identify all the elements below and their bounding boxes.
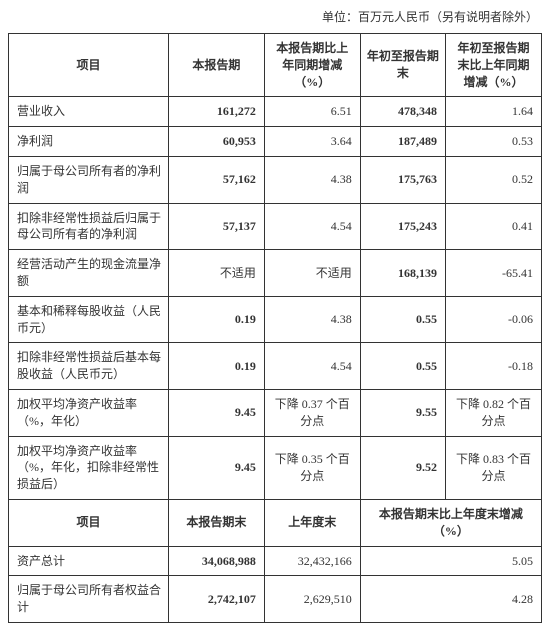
cell-v3: 168,139	[360, 250, 445, 297]
cell-v2: 3.64	[264, 127, 360, 157]
hdr2-item: 项目	[9, 499, 169, 546]
hdr2-year-end: 上年度末	[264, 499, 360, 546]
data-row: 归属于母公司所有者权益合计2,742,1072,629,5104.28	[9, 576, 542, 623]
cell-v2: 6.51	[264, 97, 360, 127]
cell-v1: 9.45	[168, 389, 264, 436]
cell-v1: 34,068,988	[168, 546, 264, 576]
cell-v1: 161,272	[168, 97, 264, 127]
cell-v1: 9.45	[168, 436, 264, 499]
cell-v4: -0.18	[446, 343, 542, 390]
cell-v3: 187,489	[360, 127, 445, 157]
cell-v3: 478,348	[360, 97, 445, 127]
cell-v4: 1.64	[446, 97, 542, 127]
data-row: 加权平均净资产收益率（%，年化，扣除非经常性损益后）9.45下降 0.35 个百…	[9, 436, 542, 499]
hdr2-period-end: 本报告期末	[168, 499, 264, 546]
header-row-1: 项目本报告期本报告期比上年同期增减（%）年初至报告期末年初至报告期末比上年同期增…	[9, 34, 542, 97]
data-row: 基本和稀释每股收益（人民币元）0.194.380.55-0.06	[9, 296, 542, 343]
hdr-this-period: 本报告期	[168, 34, 264, 97]
data-row: 资产总计34,068,98832,432,1665.05	[9, 546, 542, 576]
cell-v2: 不适用	[264, 250, 360, 297]
cell-v2: 4.38	[264, 156, 360, 203]
data-row: 归属于母公司所有者的净利润57,1624.38175,7630.52	[9, 156, 542, 203]
hdr2-end-change: 本报告期末比上年度末增减（%）	[360, 499, 541, 546]
cell-v3: 175,243	[360, 203, 445, 250]
cell-v2: 32,432,166	[264, 546, 360, 576]
cell-v1: 2,742,107	[168, 576, 264, 623]
row-label: 资产总计	[9, 546, 169, 576]
row-label: 归属于母公司所有者的净利润	[9, 156, 169, 203]
cell-v4: 下降 0.83 个百分点	[446, 436, 542, 499]
cell-v1: 0.19	[168, 296, 264, 343]
cell-v4: -0.06	[446, 296, 542, 343]
cell-v2: 2,629,510	[264, 576, 360, 623]
cell-v1: 不适用	[168, 250, 264, 297]
cell-v4: -65.41	[446, 250, 542, 297]
data-row: 净利润60,9533.64187,4890.53	[9, 127, 542, 157]
data-row: 扣除非经常性损益后归属于母公司所有者的净利润57,1374.54175,2430…	[9, 203, 542, 250]
hdr-period-change: 本报告期比上年同期增减（%）	[264, 34, 360, 97]
cell-v3: 9.52	[360, 436, 445, 499]
cell-v4: 下降 0.82 个百分点	[446, 389, 542, 436]
cell-v3: 0.55	[360, 343, 445, 390]
cell-v2: 下降 0.37 个百分点	[264, 389, 360, 436]
data-row: 加权平均净资产收益率（%，年化）9.45下降 0.37 个百分点9.55下降 0…	[9, 389, 542, 436]
cell-v1: 60,953	[168, 127, 264, 157]
cell-v4: 0.41	[446, 203, 542, 250]
cell-v1: 0.19	[168, 343, 264, 390]
unit-label: 单位：百万元人民币（另有说明者除外）	[8, 8, 542, 25]
cell-v2: 下降 0.35 个百分点	[264, 436, 360, 499]
hdr-item: 项目	[9, 34, 169, 97]
cell-v4: 0.52	[446, 156, 542, 203]
hdr-ytd-change: 年初至报告期末比上年同期增减（%）	[446, 34, 542, 97]
financial-table: 项目本报告期本报告期比上年同期增减（%）年初至报告期末年初至报告期末比上年同期增…	[8, 33, 542, 623]
cell-v3: 175,763	[360, 156, 445, 203]
row-label: 加权平均净资产收益率（%，年化，扣除非经常性损益后）	[9, 436, 169, 499]
data-row: 营业收入161,2726.51478,3481.64	[9, 97, 542, 127]
hdr-ytd: 年初至报告期末	[360, 34, 445, 97]
cell-v3: 0.55	[360, 296, 445, 343]
row-label: 经营活动产生的现金流量净额	[9, 250, 169, 297]
cell-v1: 57,137	[168, 203, 264, 250]
cell-v4: 0.53	[446, 127, 542, 157]
cell-v3: 4.28	[360, 576, 541, 623]
row-label: 加权平均净资产收益率（%，年化）	[9, 389, 169, 436]
cell-v1: 57,162	[168, 156, 264, 203]
cell-v2: 4.54	[264, 203, 360, 250]
row-label: 归属于母公司所有者权益合计	[9, 576, 169, 623]
row-label: 扣除非经常性损益后基本每股收益（人民币元）	[9, 343, 169, 390]
row-label: 基本和稀释每股收益（人民币元）	[9, 296, 169, 343]
data-row: 经营活动产生的现金流量净额不适用不适用168,139-65.41	[9, 250, 542, 297]
row-label: 扣除非经常性损益后归属于母公司所有者的净利润	[9, 203, 169, 250]
cell-v3: 5.05	[360, 546, 541, 576]
cell-v3: 9.55	[360, 389, 445, 436]
data-row: 扣除非经常性损益后基本每股收益（人民币元）0.194.540.55-0.18	[9, 343, 542, 390]
header-row-2: 项目本报告期末上年度末本报告期末比上年度末增减（%）	[9, 499, 542, 546]
row-label: 营业收入	[9, 97, 169, 127]
cell-v2: 4.54	[264, 343, 360, 390]
cell-v2: 4.38	[264, 296, 360, 343]
row-label: 净利润	[9, 127, 169, 157]
